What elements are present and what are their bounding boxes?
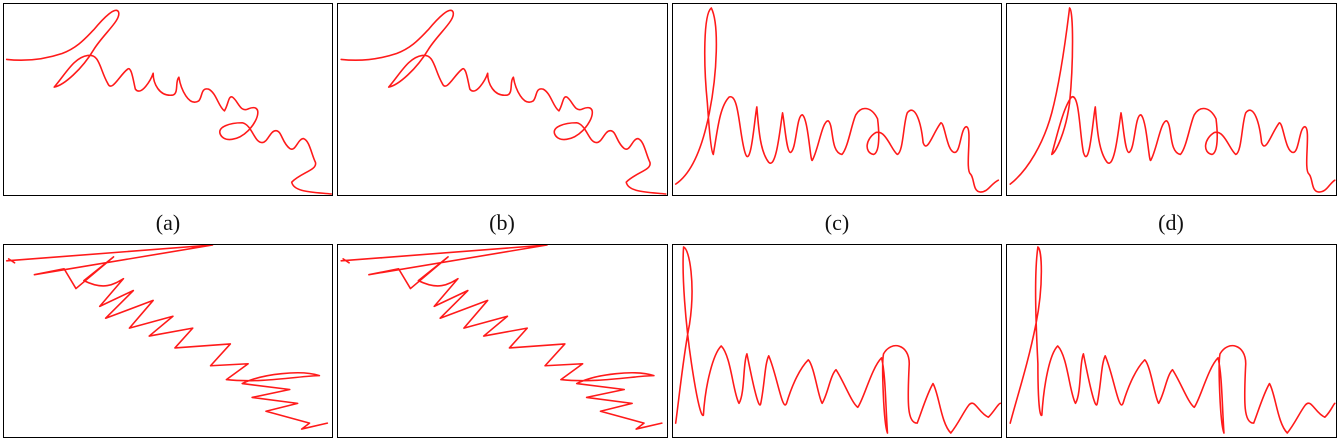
panel-b-bottom <box>337 244 668 438</box>
handwriting-human-slanted-a <box>5 9 332 195</box>
panel-b-top <box>337 3 668 196</box>
handwriting-human-zigzag-b <box>340 245 663 430</box>
panel-d-bottom <box>1006 244 1337 438</box>
handwriting-human-spiky-d <box>1009 246 1336 434</box>
handwriting-human-upright-d <box>1009 7 1336 193</box>
caption-c: (c) <box>824 210 850 235</box>
caption-b: (b) <box>489 210 515 235</box>
panel-d-top <box>1006 3 1337 196</box>
panel-c-top <box>672 3 1002 196</box>
handwriting-human-slanted-b <box>340 9 667 195</box>
panel-c-bottom <box>672 244 1002 438</box>
panel-a-top <box>3 3 333 196</box>
handwriting-human-upright-c <box>674 7 1000 193</box>
handwriting-human-zigzag-a <box>5 245 329 430</box>
handwriting-human-spiky-c <box>674 246 1001 434</box>
panel-a-bottom <box>3 244 333 438</box>
caption-d: (d) <box>1158 210 1184 235</box>
caption-a: (a) <box>155 210 181 235</box>
